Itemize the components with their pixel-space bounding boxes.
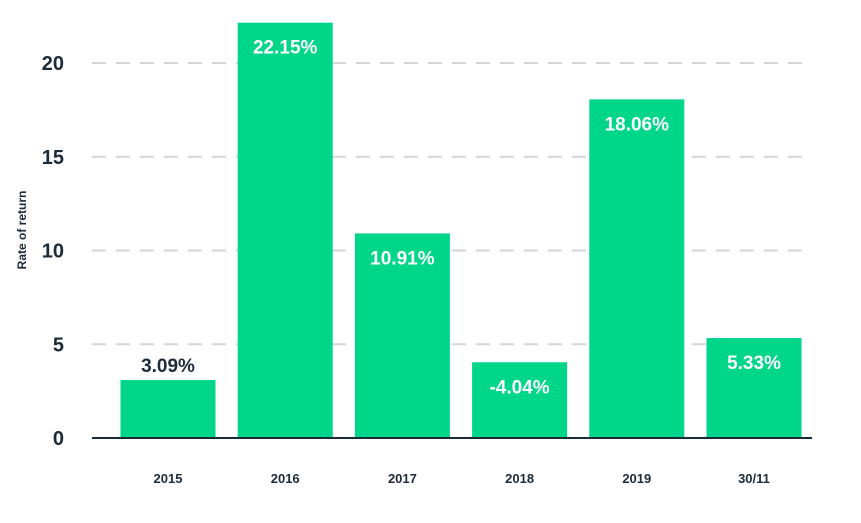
x-tick-label: 2019: [622, 471, 651, 486]
data-label: 3.09%: [141, 356, 195, 377]
x-tick-label: 30/11: [738, 471, 770, 486]
y-axis-label: Rate of return: [15, 191, 29, 270]
y-tick-label: 10: [42, 241, 64, 263]
y-tick-label: 5: [53, 334, 64, 356]
y-tick-label: 15: [42, 147, 64, 169]
data-label: 10.91%: [370, 248, 435, 269]
x-tick-label: 2017: [388, 471, 417, 486]
x-tick-label: 2015: [154, 471, 183, 486]
bar: [589, 99, 685, 438]
x-tick-label: 2016: [271, 471, 300, 486]
x-tick-label: 2018: [505, 471, 534, 486]
x-tick-labels: 2015 2016 2017 2018 2019 30/11: [154, 471, 770, 486]
bar: [237, 22, 333, 438]
gridlines: [92, 62, 812, 346]
y-tick-labels: 0 5 10 15 20: [42, 53, 64, 450]
bars: [120, 22, 802, 438]
y-tick-label: 0: [53, 428, 64, 450]
bar: [472, 362, 568, 438]
data-labels: 3.09% 22.15% 10.91% -4.04% 18.06% 5.33%: [141, 38, 781, 399]
data-label: 22.15%: [253, 38, 318, 59]
data-label: -4.04%: [489, 377, 549, 398]
data-label: 5.33%: [727, 353, 781, 374]
y-tick-label: 20: [42, 53, 64, 75]
bar: [354, 233, 450, 438]
bar: [120, 380, 216, 438]
bar: [706, 338, 802, 438]
data-label: 18.06%: [605, 114, 670, 135]
